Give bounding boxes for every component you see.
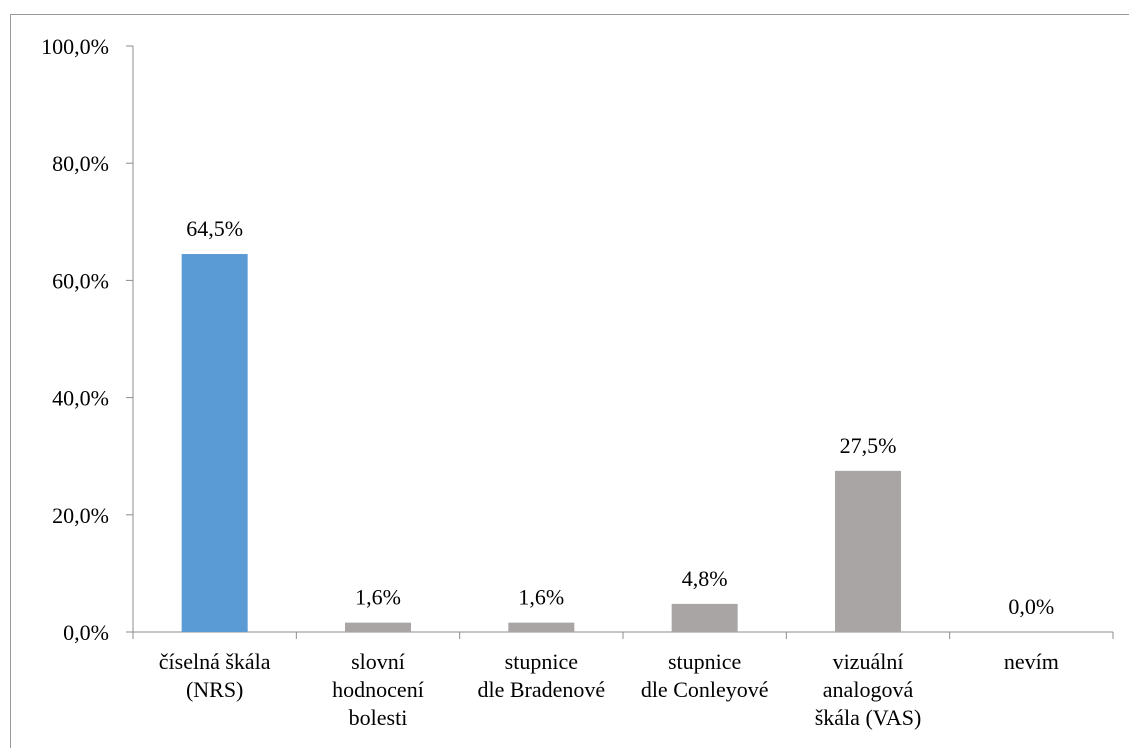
category-label: (NRS) — [186, 677, 243, 702]
y-tick-label: 40,0% — [52, 386, 109, 411]
bar — [835, 470, 901, 632]
y-tick-label: 60,0% — [52, 268, 109, 293]
category-label: vizuální — [833, 649, 904, 674]
data-label: 27,5% — [840, 433, 897, 458]
data-label: 4,8% — [682, 566, 728, 591]
y-tick-label: 20,0% — [52, 503, 109, 528]
bar — [508, 622, 575, 632]
y-tick-label: 100,0% — [41, 34, 109, 59]
category-label: číselná škála — [159, 649, 271, 674]
category-label: škála (VAS) — [815, 705, 922, 730]
bar — [671, 603, 738, 632]
data-label: 0,0% — [1008, 594, 1054, 619]
data-label: 1,6% — [518, 585, 564, 610]
bar — [345, 622, 411, 632]
category-label: slovní — [351, 649, 405, 674]
data-label: 1,6% — [355, 585, 401, 610]
category-label: dle Conleyové — [641, 677, 769, 702]
bar — [181, 254, 248, 632]
y-tick-label: 80,0% — [52, 151, 109, 176]
category-label: nevím — [1004, 649, 1059, 674]
category-label: stupnice — [668, 649, 741, 674]
category-label: bolesti — [349, 705, 408, 730]
category-label: hodnocení — [332, 677, 424, 702]
y-tick-label: 0,0% — [63, 620, 109, 645]
chart-frame — [10, 14, 1129, 748]
category-label: stupnice — [505, 649, 578, 674]
category-label: dle Bradenové — [477, 677, 605, 702]
category-label: analogová — [823, 677, 914, 702]
data-label: 64,5% — [186, 216, 243, 241]
